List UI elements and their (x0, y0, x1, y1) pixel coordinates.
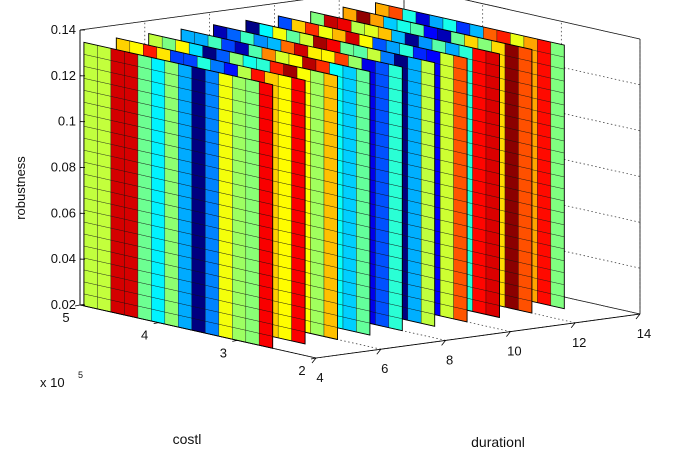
z-tick-label: 0.12 (51, 68, 76, 83)
x-tick-mark (570, 322, 576, 329)
x-tick-label: 8 (446, 352, 453, 367)
x-tick-mark (441, 340, 446, 346)
y-multiplier-exponent: 5 (78, 370, 83, 380)
y-tick-label: 3 (220, 345, 227, 360)
z-tick-label: 0.02 (51, 297, 76, 312)
y-multiplier-label: x 10 (40, 375, 65, 390)
y-axis-label: costl (173, 431, 202, 447)
y-tick-label: 2 (298, 363, 305, 378)
z-tick-label: 0.04 (51, 251, 76, 266)
x-tick-label: 4 (316, 370, 323, 385)
x-tick-label: 10 (507, 344, 521, 359)
x-axis-line (315, 313, 641, 359)
x-tick-label: 6 (381, 361, 388, 376)
z-tick-label: 0.06 (51, 205, 76, 220)
data-slices (83, 2, 565, 349)
x-tick-label: 12 (572, 335, 586, 350)
grid-line (464, 0, 641, 40)
y-tick-label: 5 (62, 310, 69, 325)
x-axis-label: durationl (471, 434, 525, 450)
slice-x-4 (83, 41, 274, 349)
x-tick-mark (311, 357, 317, 364)
y-axis-line (79, 304, 317, 359)
back-top-edge (79, 0, 304, 31)
x-tick-label: 14 (637, 326, 651, 341)
z-tick-label: 0.08 (51, 160, 76, 175)
z-tick-label: 0.14 (51, 22, 76, 37)
z-axis-label: robustness (13, 156, 28, 220)
x-tick-mark (506, 331, 511, 337)
y-tick-mark (74, 304, 81, 307)
x-tick-mark (376, 348, 382, 355)
z-tick-label: 0.1 (58, 114, 76, 129)
y-tick-mark (310, 357, 317, 360)
y-tick-mark (232, 339, 238, 342)
y-tick-mark (153, 322, 159, 325)
x-tick-mark (635, 313, 641, 320)
y-tick-label: 4 (141, 328, 148, 343)
axes-box-front (74, 29, 641, 364)
